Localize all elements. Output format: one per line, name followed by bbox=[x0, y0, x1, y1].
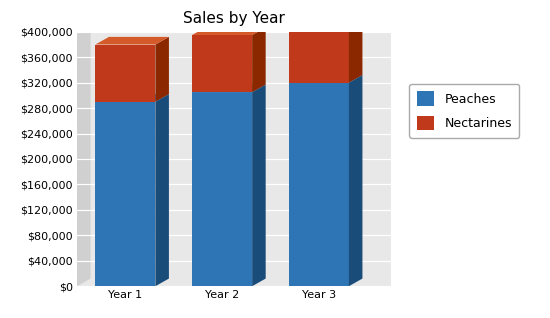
Polygon shape bbox=[349, 75, 362, 286]
Polygon shape bbox=[252, 85, 266, 286]
Polygon shape bbox=[95, 94, 169, 102]
Polygon shape bbox=[252, 27, 266, 92]
Polygon shape bbox=[289, 75, 362, 83]
Polygon shape bbox=[349, 24, 362, 83]
Polygon shape bbox=[77, 24, 91, 286]
Polygon shape bbox=[192, 35, 252, 92]
Polygon shape bbox=[289, 24, 362, 32]
Polygon shape bbox=[95, 45, 155, 102]
Polygon shape bbox=[289, 32, 349, 83]
Polygon shape bbox=[155, 94, 169, 286]
Polygon shape bbox=[155, 37, 169, 102]
Polygon shape bbox=[95, 37, 169, 45]
Polygon shape bbox=[192, 92, 252, 286]
Polygon shape bbox=[95, 102, 155, 286]
Polygon shape bbox=[192, 85, 266, 92]
Polygon shape bbox=[192, 27, 266, 35]
Legend: Peaches, Nectarines: Peaches, Nectarines bbox=[409, 84, 519, 138]
Polygon shape bbox=[289, 83, 349, 286]
Title: Sales by Year: Sales by Year bbox=[183, 11, 285, 26]
